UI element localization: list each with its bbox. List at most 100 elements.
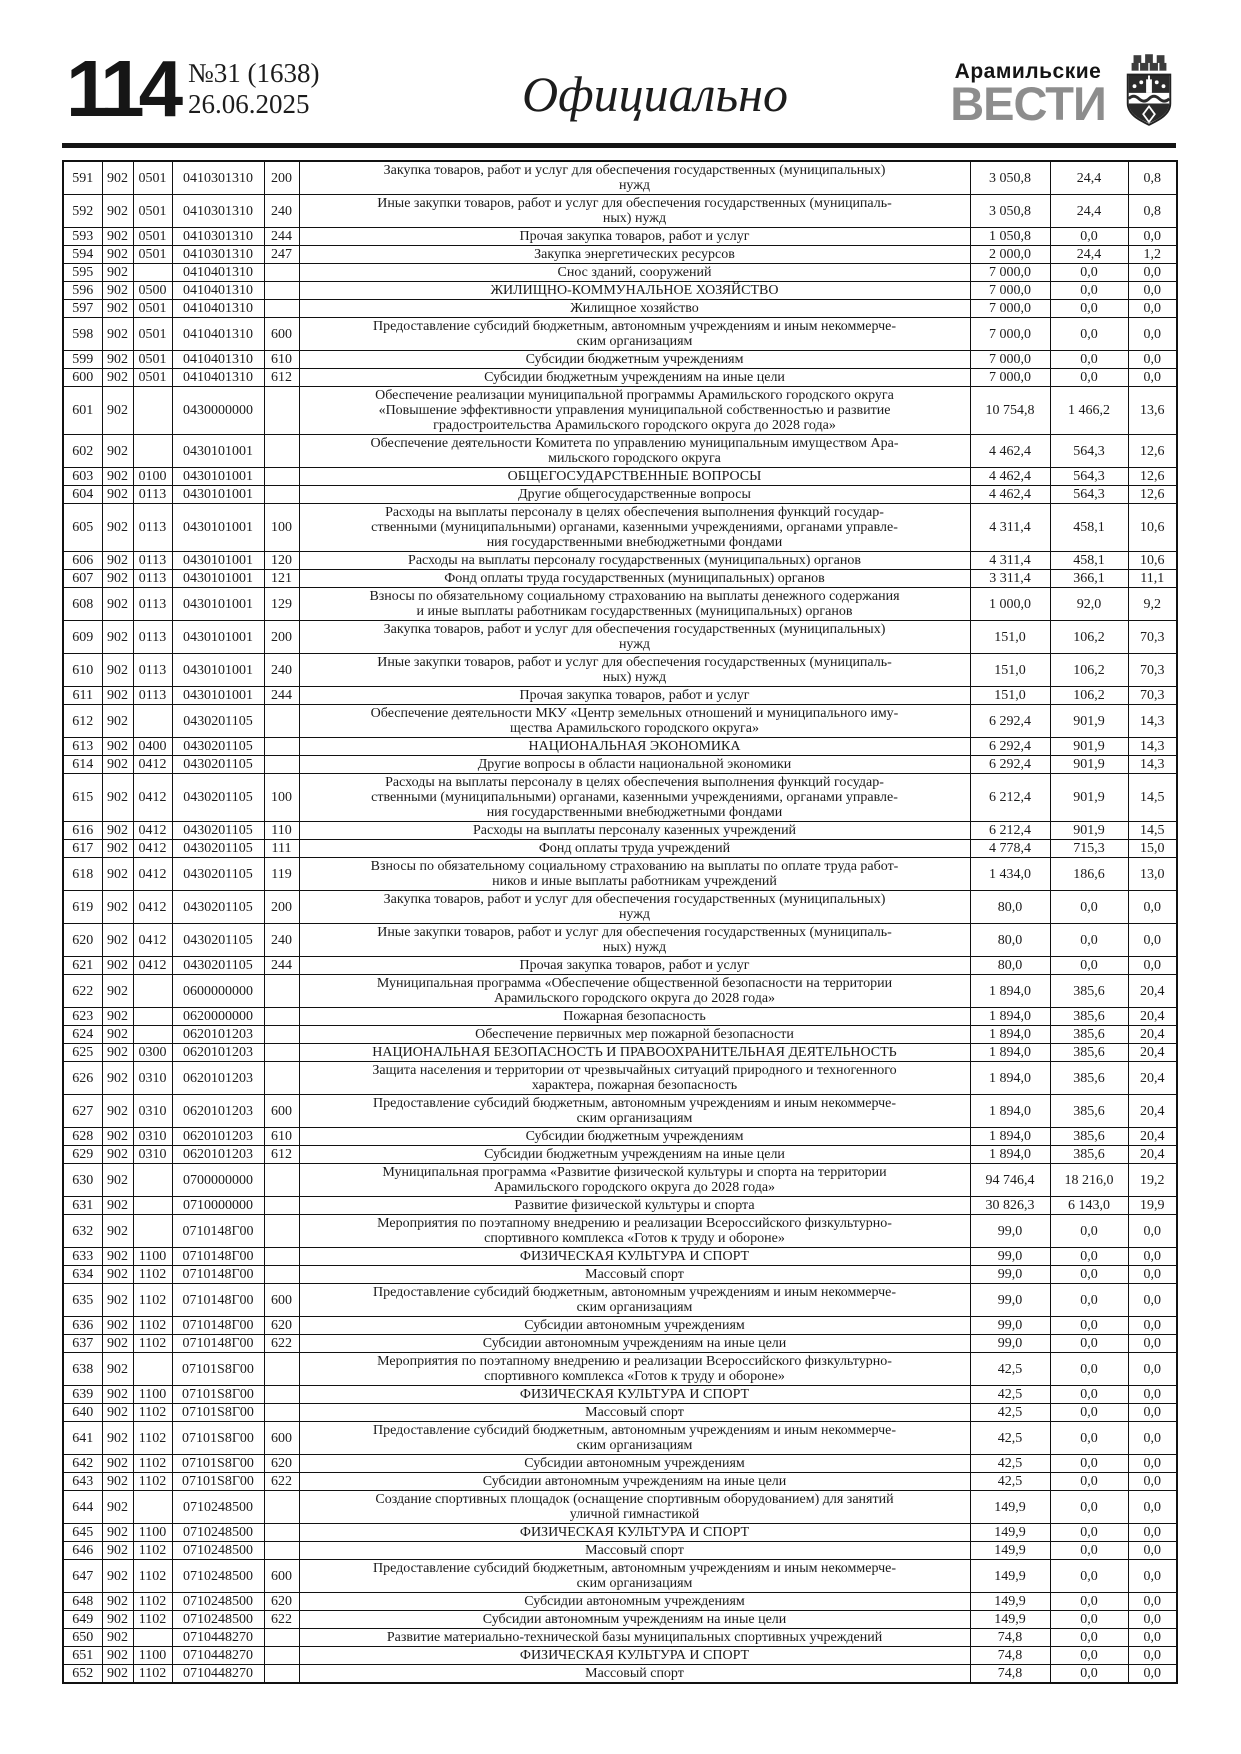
section-code-cell: 0300: [132, 1043, 173, 1062]
target-article-cell: 0430201105: [171, 839, 265, 858]
section-code-cell: 0501: [132, 299, 173, 318]
section-code-cell: [132, 974, 173, 1008]
percent-cell: 0,0: [1127, 1403, 1178, 1422]
executed-amount-cell: 0,0: [1049, 1628, 1129, 1647]
target-article-cell: 0710148Г00: [171, 1334, 265, 1353]
target-article-cell: 0430101001: [171, 686, 265, 705]
description-cell: Закупка товаров, работ и услуг для обесп…: [298, 620, 971, 654]
plan-amount-cell: 149,9: [969, 1610, 1051, 1629]
executed-amount-cell: 0,0: [1049, 227, 1129, 246]
section-code-cell: 0412: [132, 857, 173, 891]
section-code-cell: 0501: [132, 368, 173, 387]
budget-table-body: 591 902 0501 0410301310 200 Закупка товаров, …: [62, 160, 1178, 1684]
target-article-cell: 0410301310: [171, 194, 265, 228]
percent-cell: 0,0: [1127, 1592, 1178, 1611]
executed-amount-cell: 0,0: [1049, 1646, 1129, 1665]
plan-amount-cell: 42,5: [969, 1352, 1051, 1386]
percent-cell: 70,3: [1127, 686, 1178, 705]
table-row: 618 902 0412 0430201105 119 Взносы по обязате…: [62, 857, 1178, 891]
table-row: 649 902 1102 0710248500 622 Субсидии автономн…: [62, 1610, 1178, 1629]
executed-amount-cell: 564,3: [1049, 467, 1129, 486]
section-code-cell: 1100: [132, 1385, 173, 1404]
description-cell: Развитие материально-технической базы му…: [298, 1628, 971, 1647]
percent-cell: 0,0: [1127, 1334, 1178, 1353]
plan-amount-cell: 1 894,0: [969, 1061, 1051, 1095]
description-cell: Мероприятия по поэтапному внедрению и ре…: [298, 1352, 971, 1386]
percent-cell: 0,0: [1127, 1316, 1178, 1335]
expense-type-cell: [263, 1628, 300, 1647]
target-article-cell: 0710148Г00: [171, 1316, 265, 1335]
row-number-cell: 615: [62, 773, 103, 822]
percent-cell: 10,6: [1127, 551, 1178, 570]
section-code-cell: [132, 1163, 173, 1197]
section-code-cell: 0412: [132, 755, 173, 774]
admin-code-cell: 902: [101, 1007, 134, 1026]
plan-amount-cell: 1 894,0: [969, 1043, 1051, 1062]
target-article-cell: 07101S8Г00: [171, 1421, 265, 1455]
plan-amount-cell: 1 894,0: [969, 1007, 1051, 1026]
plan-amount-cell: 99,0: [969, 1247, 1051, 1266]
executed-amount-cell: 0,0: [1049, 890, 1129, 924]
row-number-cell: 648: [62, 1592, 103, 1611]
percent-cell: 0,0: [1127, 1664, 1178, 1684]
percent-cell: 0,0: [1127, 1265, 1178, 1284]
section-code-cell: 0113: [132, 551, 173, 570]
target-article-cell: 0410401310: [171, 350, 265, 369]
section-code-cell: 1102: [132, 1610, 173, 1629]
table-row: 614 902 0412 0430201105 Другие вопросы в обл…: [62, 755, 1178, 774]
section-code-cell: 0113: [132, 485, 173, 504]
table-row: 597 902 0501 0410401310 Жилищное хозяйство 7 …: [62, 299, 1178, 318]
percent-cell: 0,8: [1127, 160, 1178, 195]
description-cell: Субсидии автономным учреждениям: [298, 1592, 971, 1611]
row-number-cell: 650: [62, 1628, 103, 1647]
table-row: 645 902 1100 0710248500 ФИЗИЧЕСКАЯ КУЛЬТУРА …: [62, 1523, 1178, 1542]
plan-amount-cell: 1 894,0: [969, 1025, 1051, 1044]
table-row: 616 902 0412 0430201105 110 Расходы на выплат…: [62, 821, 1178, 840]
table-row: 626 902 0310 0620101203 Защита населения и т…: [62, 1061, 1178, 1095]
table-row: 630 902 0700000000 Муниципальная программа …: [62, 1163, 1178, 1197]
admin-code-cell: 902: [101, 890, 134, 924]
executed-amount-cell: 0,0: [1049, 1214, 1129, 1248]
section-code-cell: 1102: [132, 1421, 173, 1455]
table-row: 642 902 1102 07101S8Г00 620 Субсидии автономн…: [62, 1454, 1178, 1473]
row-number-cell: 592: [62, 194, 103, 228]
target-article-cell: 0430101001: [171, 485, 265, 504]
description-cell: ФИЗИЧЕСКАЯ КУЛЬТУРА И СПОРТ: [298, 1247, 971, 1266]
table-row: 647 902 1102 0710248500 600 Предоставление су…: [62, 1559, 1178, 1593]
percent-cell: 20,4: [1127, 1043, 1178, 1062]
expense-type-cell: 240: [263, 923, 300, 957]
executed-amount-cell: 901,9: [1049, 821, 1129, 840]
plan-amount-cell: 42,5: [969, 1403, 1051, 1422]
target-article-cell: 07101S8Г00: [171, 1454, 265, 1473]
row-number-cell: 606: [62, 551, 103, 570]
section-code-cell: 1102: [132, 1541, 173, 1560]
percent-cell: 0,0: [1127, 1421, 1178, 1455]
table-row: 644 902 0710248500 Создание спортивных площ…: [62, 1490, 1178, 1524]
expense-type-cell: [263, 386, 300, 435]
row-number-cell: 639: [62, 1385, 103, 1404]
table-row: 600 902 0501 0410401310 612 Субсидии бюджетны…: [62, 368, 1178, 387]
section-code-cell: 0501: [132, 194, 173, 228]
target-article-cell: 0430201105: [171, 923, 265, 957]
row-number-cell: 601: [62, 386, 103, 435]
target-article-cell: 0410301310: [171, 160, 265, 195]
issue-number: №31 (1638): [188, 58, 320, 88]
section-code-cell: 1102: [132, 1472, 173, 1491]
target-article-cell: 0410401310: [171, 368, 265, 387]
admin-code-cell: 902: [101, 227, 134, 246]
description-cell: Субсидии автономным учреждениям на иные …: [298, 1472, 971, 1491]
section-code-cell: [132, 386, 173, 435]
executed-amount-cell: 0,0: [1049, 1541, 1129, 1560]
target-article-cell: 0710148Г00: [171, 1247, 265, 1266]
target-article-cell: 0430101001: [171, 467, 265, 486]
table-row: 652 902 1102 0710448270 Массовый спорт 74,8 0,…: [62, 1664, 1178, 1684]
target-article-cell: 0620101203: [171, 1127, 265, 1146]
section-code-cell: 1102: [132, 1265, 173, 1284]
executed-amount-cell: 92,0: [1049, 587, 1129, 621]
percent-cell: 0,0: [1127, 1454, 1178, 1473]
description-cell: Прочая закупка товаров, работ и услуг: [298, 227, 971, 246]
plan-amount-cell: 74,8: [969, 1664, 1051, 1684]
admin-code-cell: 902: [101, 1163, 134, 1197]
expense-type-cell: [263, 1265, 300, 1284]
